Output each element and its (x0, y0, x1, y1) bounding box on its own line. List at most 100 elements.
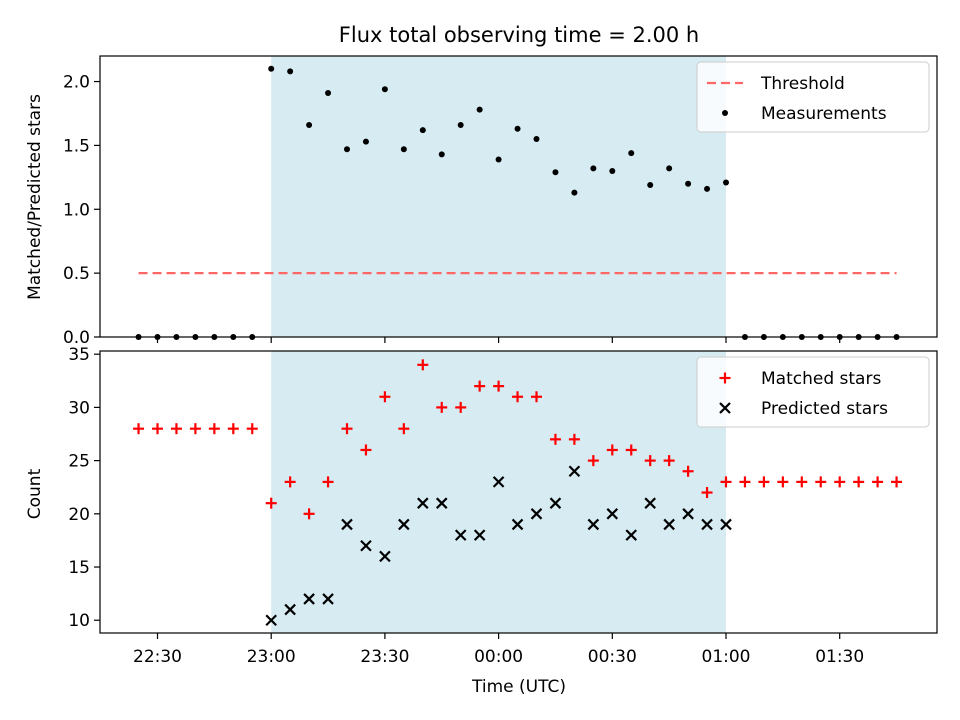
predicted-stars-point (587, 518, 600, 531)
legend-label: Threshold (760, 74, 845, 94)
predicted-stars-point (303, 593, 315, 605)
legend-box (696, 356, 930, 428)
matched-stars-point (493, 380, 505, 392)
predicted-stars-point (701, 518, 713, 531)
matched-stars-point (739, 476, 751, 488)
x-tick-label: 23:00 (247, 647, 296, 667)
y-tick-label: 20 (68, 505, 90, 525)
measurement-point (647, 182, 654, 189)
measurement-point (268, 65, 275, 72)
cross-marker-b (454, 529, 467, 541)
matched-stars-point (834, 476, 846, 488)
measurement-point (704, 185, 711, 192)
cross-marker-b (549, 497, 562, 509)
measurement-point (400, 146, 407, 153)
predicted-stars-point (568, 465, 581, 478)
cross-marker-b (663, 518, 675, 531)
cross-marker-b (587, 518, 600, 531)
matched-stars-point (625, 444, 637, 456)
legend-label: Predicted stars (761, 399, 888, 419)
predicted-stars-point (549, 497, 562, 509)
matched-stars-point (265, 497, 277, 509)
matched-stars-point (303, 508, 315, 520)
matched-stars-point (189, 423, 201, 435)
matched-stars-point (872, 476, 884, 488)
legend-label: Matched stars (761, 369, 881, 389)
cross-marker-b (379, 550, 391, 563)
matched-stars-point (891, 476, 903, 488)
matched-stars-point (815, 476, 827, 488)
matched-stars-point (663, 455, 675, 467)
x-tick-label: 01:30 (815, 647, 864, 667)
y-tick-label: 10 (68, 611, 90, 631)
cross-marker-b (511, 518, 524, 531)
predicted-stars-point (644, 497, 656, 509)
matched-stars-point (796, 476, 808, 488)
measurement-point (552, 169, 559, 176)
matched-stars-point (322, 476, 334, 488)
y-tick-label: 1.0 (63, 200, 90, 220)
measurement-point (685, 180, 692, 187)
matched-stars-point (246, 423, 258, 435)
measurement-point (381, 86, 388, 93)
legend-predicted-swatch-b (719, 402, 731, 414)
predicted-stars-point (379, 550, 391, 563)
y-tick-label: 35 (68, 345, 90, 365)
measurement-point (457, 121, 464, 128)
cross-marker-b (473, 529, 486, 541)
legend-box (696, 61, 930, 133)
matched-stars-point (398, 423, 410, 435)
measurement-point (514, 125, 521, 132)
observing-span-shade (271, 56, 726, 337)
matched-stars-point (455, 401, 467, 413)
plot-layer: 0.0 0.5 1.0 1.5 2.0 Threshold Measurements 22:3… (63, 55, 938, 667)
cross-marker-b (303, 593, 315, 605)
matched-stars-point (644, 455, 656, 467)
predicted-stars-point (511, 518, 524, 531)
matched-stars-point (568, 433, 580, 445)
measurement-point (533, 136, 540, 143)
x-axis-label: Time (UTC) (471, 677, 566, 697)
x-tick-label: 23:30 (360, 647, 409, 667)
matched-stars-point (701, 487, 713, 499)
predicted-stars-point (284, 603, 296, 616)
legend: Threshold Measurements (696, 61, 930, 133)
cross-marker-b (625, 529, 638, 541)
cross-marker-b (360, 539, 372, 552)
measurement-point (495, 156, 502, 163)
predicted-stars-point (360, 539, 372, 552)
bottom-y-axis-label: Count (25, 468, 45, 519)
predicted-stars-point (473, 529, 486, 541)
predicted-stars-point (435, 497, 448, 509)
matched-stars-point (436, 401, 448, 413)
y-tick-label: 25 (68, 452, 90, 472)
measurement-point (666, 165, 673, 172)
cross-marker-b (284, 603, 296, 616)
cross-marker-b (322, 593, 334, 605)
cross-marker-b (265, 614, 277, 627)
chart-title: Flux total observing time = 2.00 h (339, 23, 699, 47)
cross-marker-b (417, 497, 429, 509)
measurement-point (723, 179, 729, 186)
measurement-point (628, 150, 635, 157)
matched-stars-point (284, 476, 296, 488)
cross-marker-b (720, 518, 732, 531)
matched-stars-point (587, 455, 599, 467)
cross-marker-b (398, 518, 410, 531)
plot-frame (99, 350, 938, 634)
predicted-stars-point (454, 529, 467, 541)
matched-stars-point (720, 476, 732, 488)
cross-marker-b (568, 465, 581, 478)
measurement-point (325, 90, 332, 97)
x-tick-label: 01:00 (702, 647, 751, 667)
cross-marker-b (341, 518, 353, 531)
top-y-axis-label: Matched/Predicted stars (25, 94, 45, 300)
measurement-point (362, 138, 369, 145)
predicted-stars-point (663, 518, 675, 531)
measurement-point (571, 189, 578, 196)
predicted-stars-point (265, 614, 277, 627)
x-tick-label: 22:30 (133, 647, 182, 667)
matched-stars-point (341, 423, 353, 435)
y-tick-label: 1.5 (63, 136, 90, 156)
